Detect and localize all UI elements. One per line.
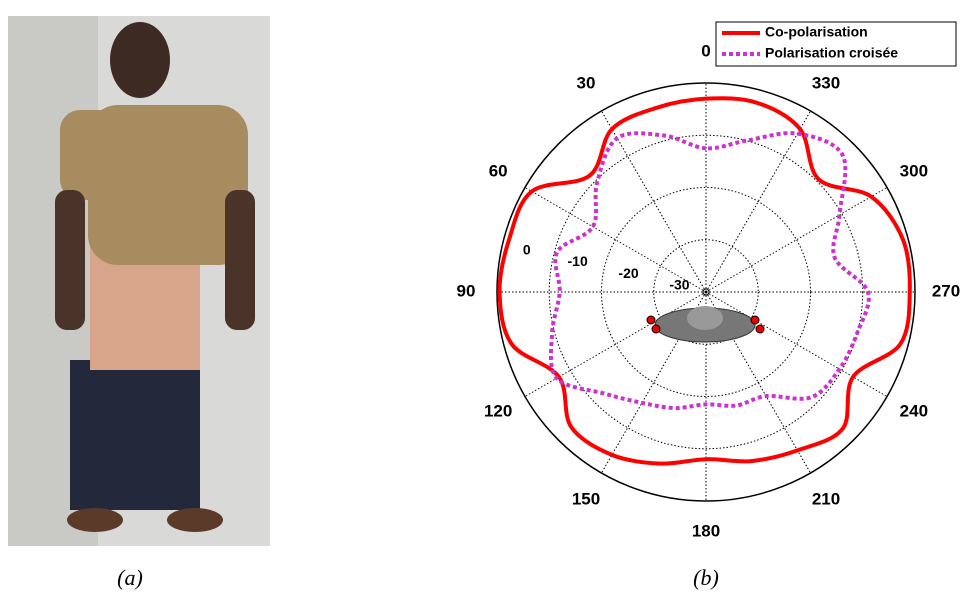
polar-plot: -30 -20 -10 0 0 30 60 90 120 150 180 210 240 270 300 33… (457, 21, 960, 540)
antenna-dot (750, 315, 760, 325)
antenna-dot (755, 324, 765, 334)
caption: (b) (693, 565, 719, 590)
grid-ring (548, 134, 864, 450)
body-model (646, 306, 765, 343)
caption: (a) (117, 565, 143, 590)
series-line (497, 96, 912, 466)
theta-tick-label: 270 (932, 281, 960, 300)
head-model (687, 306, 723, 330)
outer-circle (496, 82, 916, 502)
legend: Co-polarisation Polarisation croisée (715, 21, 957, 67)
photo-shoulder (60, 110, 120, 200)
series-line (548, 131, 871, 411)
photo (8, 16, 270, 546)
theta-tick-label: 30 (577, 74, 596, 93)
legend-label: Co-polarisation (765, 24, 868, 40)
r-tick-label: -30 (669, 277, 689, 293)
theta-tick-label: 150 (572, 489, 600, 508)
theta-tick-label: 180 (692, 521, 720, 540)
grid-spoke (705, 291, 888, 397)
photo-arm (55, 190, 85, 330)
theta-tick-label: 240 (900, 401, 928, 420)
grid-spoke (705, 187, 888, 293)
photo-jeans (70, 360, 200, 510)
antenna-dot (651, 324, 661, 334)
theta-tick-label: 0 (701, 41, 710, 60)
photo-head (110, 22, 170, 98)
theta-tick-label: 300 (900, 161, 928, 180)
photo-shoe (167, 508, 223, 532)
photo-arm (225, 190, 255, 330)
legend-box (715, 21, 957, 67)
theta-tick-label: 120 (484, 401, 512, 420)
r-tick-label: 0 (523, 241, 531, 257)
theta-tick-label: 90 (457, 281, 476, 300)
grid-ring (653, 239, 759, 345)
photo-shoe (67, 508, 123, 532)
theta-tick-label: 330 (812, 74, 840, 93)
legend-label: Polarisation croisée (765, 45, 898, 61)
theta-tick-label: 210 (812, 489, 840, 508)
center-marker (702, 288, 710, 296)
theta-tick-label: 60 (489, 161, 508, 180)
r-tick-label: -20 (618, 265, 638, 281)
antenna-dot (646, 315, 656, 325)
photo-vest (88, 105, 248, 265)
grid-ring (601, 187, 811, 397)
r-tick-label: -10 (568, 253, 588, 269)
